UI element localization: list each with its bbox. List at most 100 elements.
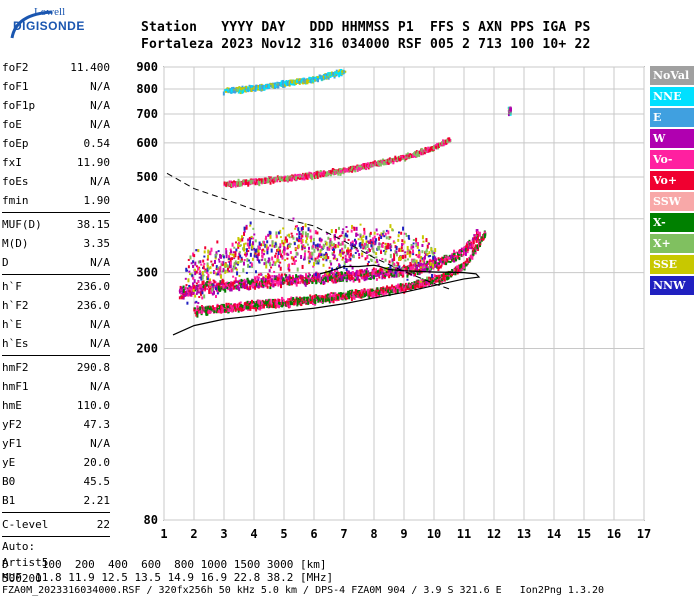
trace-echo-point [321, 295, 324, 299]
trace-echo-point [428, 149, 431, 153]
trace-echo-point [429, 146, 432, 149]
trace-echo-point [368, 277, 371, 280]
trace-echo-point [189, 288, 192, 291]
trace-echo-point [280, 178, 283, 182]
trace-echo-point [431, 263, 434, 268]
trace-echo-point [322, 275, 325, 280]
trace-echo-point [412, 282, 415, 285]
trace-echo-point [238, 86, 241, 89]
trace-echo-point [241, 237, 244, 242]
trace-echo-point [252, 301, 255, 305]
trace-echo-point [286, 281, 289, 286]
trace-echo-point [324, 294, 327, 299]
trace-echo-point [314, 300, 317, 305]
trace-echo-point [301, 276, 304, 280]
trace-echo-point [351, 224, 354, 229]
trace-echo-point [199, 260, 202, 264]
trace-echo-point [275, 282, 278, 285]
trace-echo-point [347, 249, 350, 254]
trace-echo-point [356, 275, 359, 280]
trace-echo-point [365, 235, 368, 240]
trace-echo-point [419, 282, 422, 285]
trace-echo-point [409, 153, 412, 157]
trace-echo-point [344, 244, 347, 249]
trace-echo-point [326, 299, 329, 302]
trace-echo-point [197, 289, 200, 293]
trace-echo-point [313, 248, 316, 253]
trace-echo-point [277, 177, 280, 181]
legend-item: NNW [650, 276, 694, 295]
trace-echo-point [331, 168, 334, 173]
trace-echo-point [406, 245, 409, 250]
trace-echo-point [458, 253, 461, 256]
trace-echo-point [328, 241, 331, 246]
trace-echo-point [258, 241, 261, 246]
trace-echo-point [415, 153, 418, 158]
trace-echo-point [384, 291, 387, 295]
trace-echo-point [248, 246, 251, 250]
trace-echo-point [187, 265, 190, 269]
trace-echo-point [328, 247, 331, 251]
trace-echo-point [338, 294, 341, 297]
trace-echo-point [259, 272, 262, 276]
x-tick-label: 5 [280, 527, 287, 541]
trace-echo-point [196, 305, 199, 310]
trace-echo-point [360, 292, 363, 297]
trace-echo-point [413, 281, 416, 284]
trace-echo-point [483, 234, 486, 239]
trace-echo-point [236, 182, 239, 187]
trace-echo-point [341, 168, 344, 172]
trace-echo-point [193, 307, 196, 312]
trace-echo-point [264, 258, 267, 262]
trace-echo-point [330, 170, 333, 174]
trace-echo-point [232, 86, 235, 90]
trace-echo-point [282, 299, 285, 303]
trace-echo-point [222, 91, 225, 96]
trace-echo-point [459, 264, 462, 269]
trace-echo-point [411, 268, 414, 272]
trace-echo-point [247, 279, 250, 284]
trace-echo-point [339, 253, 342, 258]
trace-echo-point [400, 157, 403, 161]
trace-echo-point [337, 226, 340, 230]
trace-echo-point [435, 275, 438, 278]
trace-echo-point [417, 283, 420, 286]
trace-echo-point [283, 247, 286, 252]
trace-echo-point [341, 241, 344, 246]
trace-echo-point [333, 293, 336, 297]
param-value: 110.0 [76, 399, 110, 412]
trace-echo-point [226, 281, 229, 284]
trace-echo-point [392, 286, 395, 290]
trace-echo-point [344, 272, 347, 276]
trace-echo-point [287, 276, 290, 281]
trace-echo-point [381, 158, 384, 161]
trace-echo-point [230, 282, 233, 286]
trace-echo-point [294, 255, 297, 258]
trace-echo-point [347, 168, 350, 171]
trace-echo-point [186, 269, 189, 272]
trace-echo-point [291, 282, 294, 286]
trace-echo-point [254, 270, 257, 274]
trace-echo-point [234, 281, 237, 284]
param-name: foF2 [2, 61, 29, 74]
trace-echo-point [390, 272, 393, 276]
trace-echo-point [372, 289, 375, 292]
trace-echo-point [210, 308, 213, 311]
trace-echo-point [304, 250, 307, 253]
trace-echo-point [298, 300, 301, 303]
trace-echo-point [345, 268, 348, 272]
trace-echo-point [423, 257, 426, 262]
trace-echo-point [239, 254, 242, 258]
trace-echo-point [187, 287, 190, 290]
trace-echo-point [225, 302, 228, 307]
trace-echo-point [311, 174, 314, 178]
trace-echo-point [282, 227, 285, 230]
trace-echo-point [243, 253, 246, 256]
trace-echo-point [406, 251, 409, 255]
trace-echo-point [255, 178, 258, 181]
trace-echo-point [398, 247, 401, 252]
trace-echo-point [234, 303, 237, 307]
trace-echo-point [231, 308, 234, 313]
footer-muf-line: MUF 11.8 11.9 12.5 13.5 14.9 16.9 22.8 3… [2, 571, 334, 584]
param-name: hmF2 [2, 361, 29, 374]
